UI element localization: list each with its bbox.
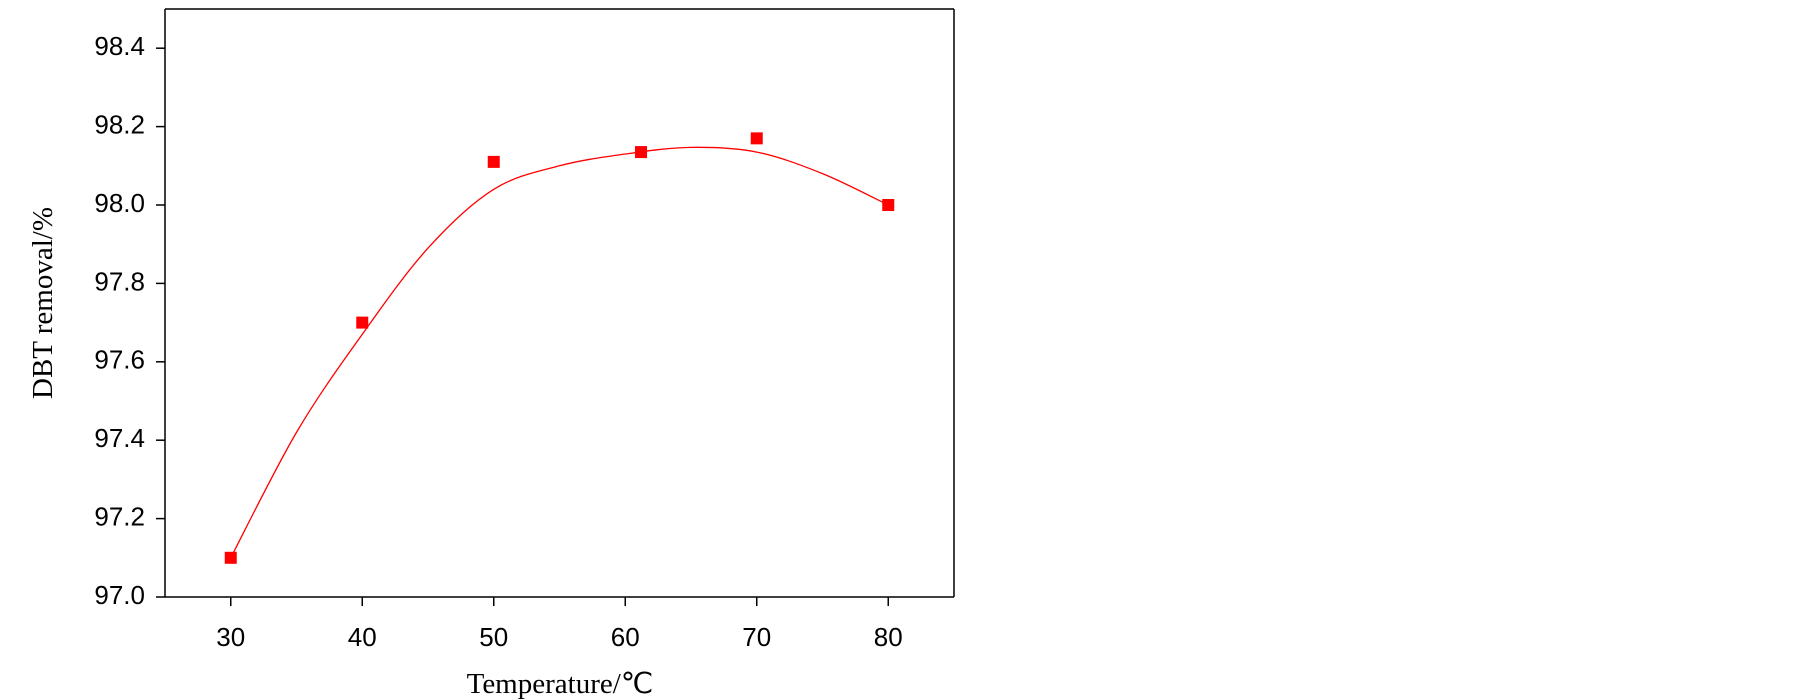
y-axis-title: DBT removal/% (27, 207, 59, 399)
x-tick-label: 80 (874, 622, 903, 652)
y-tick-label: 97.2 (94, 501, 145, 531)
data-point (487, 155, 500, 168)
x-tick-label: 60 (611, 622, 640, 652)
fit-curve (230, 146, 889, 559)
y-tick-label: 97.8 (94, 266, 145, 296)
y-tick-label: 97.4 (94, 423, 145, 453)
x-axis-title: Temperature/℃ (467, 668, 654, 700)
y-tick-label: 98.4 (94, 31, 145, 61)
x-tick-label: 50 (479, 622, 508, 652)
y-tick-label: 98.0 (94, 188, 145, 218)
data-point (750, 132, 763, 145)
x-tick-label: 70 (742, 622, 771, 652)
x-tick-label: 40 (348, 622, 377, 652)
y-tick-label: 97.6 (94, 345, 145, 375)
y-tick-label: 98.2 (94, 109, 145, 139)
y-tick-label: 97.0 (94, 580, 145, 610)
data-point (356, 316, 369, 329)
x-tick-label: 30 (216, 622, 245, 652)
